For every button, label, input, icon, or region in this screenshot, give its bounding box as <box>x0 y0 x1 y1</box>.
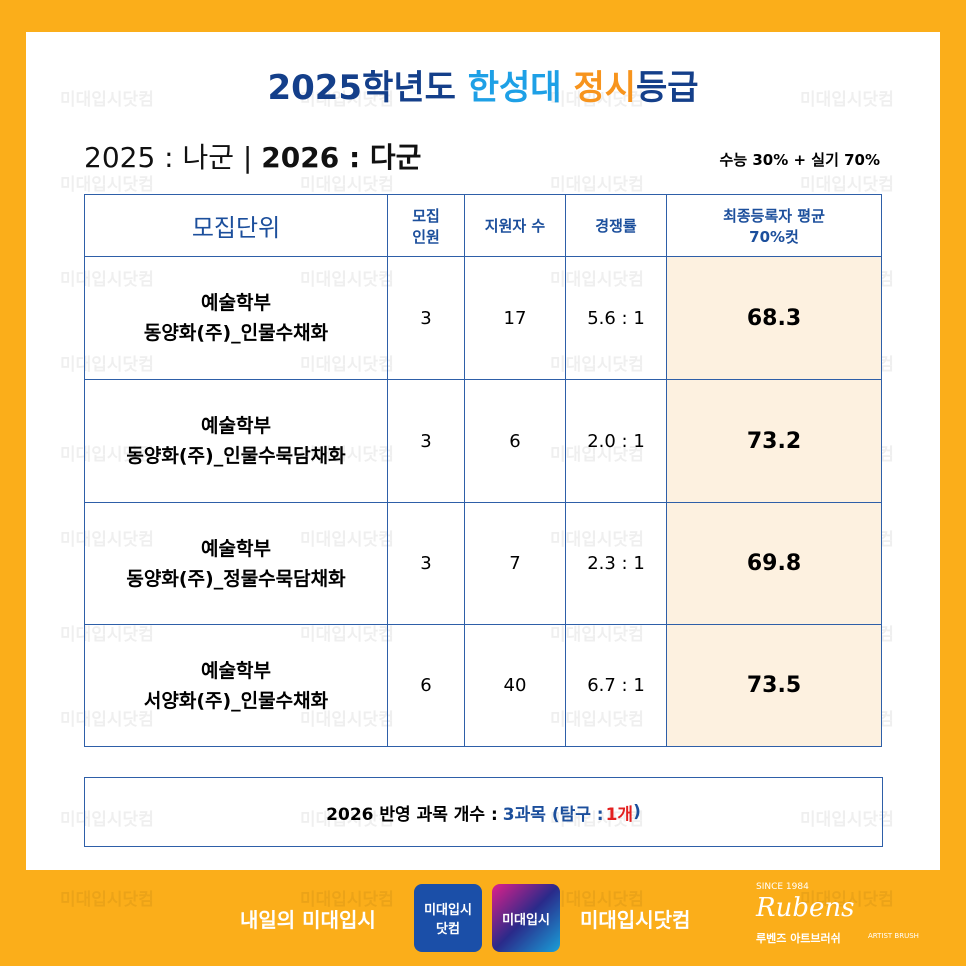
note: 수능 30% + 실기 70% <box>719 151 880 169</box>
brand-en: ARTIST BRUSH <box>868 932 919 940</box>
watermark: 미대입시닷컴 <box>800 890 894 910</box>
watermark: 미대입시닷컴 <box>60 710 154 730</box>
cell-line: 예술학부 <box>201 415 271 437</box>
table-cell: 3 <box>387 502 465 625</box>
watermark: 미대입시닷컴 <box>550 710 644 730</box>
table-cell: 40 <box>464 624 566 747</box>
title: 2025학년도 한성대 정시등급 <box>0 60 966 109</box>
table-cell: 2.0 : 1 <box>565 379 667 503</box>
table-cell: 3 <box>387 256 465 380</box>
watermark: 미대입시닷컴 <box>300 890 394 910</box>
slogan: 내일의 미대입시 <box>240 908 376 932</box>
cell-line: 예술학부 <box>201 537 271 560</box>
logo2: 미대입시 <box>492 884 560 952</box>
table-cell: 2.3 : 1 <box>565 502 667 625</box>
brand-kr: 루벤즈 아트브러쉬 <box>756 932 841 945</box>
watermark: 미대입시닷컴 <box>60 445 154 465</box>
footer-text: ) <box>633 802 641 822</box>
watermark: 미대입시닷컴 <box>300 810 394 830</box>
brand: Rubens <box>756 893 855 923</box>
watermark: 미대입시닷컴 <box>60 890 154 910</box>
cell-line: 모집 <box>412 206 440 225</box>
watermark: 미대입시닷컴 <box>60 270 154 290</box>
footer-box: 2026 반영 과목 개수 : 3과목 (탐구 : 1개) <box>84 777 883 847</box>
watermark: 미대입시닷컴 <box>60 625 154 645</box>
cell-line: 예술학부 <box>201 659 271 682</box>
title-part: 한성대 <box>467 68 562 108</box>
cell-line: 최종등록자 평균 <box>723 206 825 225</box>
watermark: 미대입시닷컴 <box>60 810 154 830</box>
cell-line: 동양화(주)_인물수채화 <box>143 322 329 344</box>
watermark: 미대입시닷컴 <box>550 810 644 830</box>
watermark: 미대입시닷컴 <box>550 890 644 910</box>
table-cell: 6 <box>464 379 566 503</box>
table-cell: 73.5 <box>666 624 882 747</box>
footer-text: 2026 반영 과목 개수 : <box>326 804 498 825</box>
watermark: 미대입시닷컴 <box>550 530 644 550</box>
watermark: 미대입시닷컴 <box>800 810 894 830</box>
header-cell: 모집단위 <box>84 194 388 257</box>
table-cell: 3 <box>387 379 465 503</box>
table-cell: 5.6 : 1 <box>565 256 667 380</box>
watermark: 미대입시닷컴 <box>550 90 644 110</box>
watermark: 미대입시닷컴 <box>60 355 154 375</box>
watermark: 미대입시닷컴 <box>300 530 394 550</box>
table-cell: 6.7 : 1 <box>565 624 667 747</box>
cell-line: 동양화(주)_인물수묵담채화 <box>126 445 346 467</box>
cell-line: 70%컷 <box>749 227 799 246</box>
footer-text: 3과목 (탐구 : <box>502 804 604 825</box>
watermark: 미대입시닷컴 <box>550 625 644 645</box>
title-part: 2025학년도 <box>267 68 456 108</box>
watermark: 미대입시닷컴 <box>800 175 894 195</box>
cell-line: 예술학부 <box>201 292 271 314</box>
subtitle-bold: 2026 : 다군 <box>261 141 422 174</box>
header-cell: 최종등록자 평균 70%컷 <box>666 194 882 257</box>
watermark: 미대입시닷컴 <box>300 90 394 110</box>
since: SINCE 1984 <box>756 882 809 892</box>
cell-line: 지원자 수 <box>484 217 546 235</box>
watermark: 미대입시닷컴 <box>60 175 154 195</box>
site: 미대입시닷컴 <box>580 908 691 932</box>
watermark: 미대입시닷컴 <box>550 355 644 375</box>
table-cell: 73.2 <box>666 379 882 503</box>
watermark: 미대입시닷컴 <box>300 270 394 290</box>
table-cell: 7 <box>464 502 566 625</box>
table-cell: 6 <box>387 624 465 747</box>
watermark: 미대입시닷컴 <box>60 530 154 550</box>
watermark: 미대입시닷컴 <box>550 445 644 465</box>
footer-text: 1개 <box>605 804 634 825</box>
watermark: 미대입시닷컴 <box>300 625 394 645</box>
cell-line: 모집단위 <box>191 214 281 242</box>
table-cell: 68.3 <box>666 256 882 380</box>
watermark: 미대입시닷컴 <box>300 710 394 730</box>
watermark: 미대입시닷컴 <box>550 270 644 290</box>
logo-text: 미대입시 <box>424 903 472 918</box>
table-cell: 17 <box>464 256 566 380</box>
watermark: 미대입시닷컴 <box>300 445 394 465</box>
watermark: 미대입시닷컴 <box>60 90 154 110</box>
watermark: 미대입시닷컴 <box>300 175 394 195</box>
table-cell: 69.8 <box>666 502 882 625</box>
logo-text: 닷컴 <box>436 922 460 937</box>
subtitle: 2025 : 나군 | 2026 : 다군 <box>84 136 421 176</box>
header-cell: 경쟁률 <box>565 194 667 257</box>
cell-line: 경쟁률 <box>595 217 637 235</box>
watermark: 미대입시닷컴 <box>300 355 394 375</box>
cell-line: 서양화(주)_인물수채화 <box>143 689 329 712</box>
cell-line: 인원 <box>412 227 440 246</box>
title-part: 등급 <box>636 68 699 108</box>
watermark: 미대입시닷컴 <box>550 175 644 195</box>
header-cell: 지원자 수 <box>464 194 566 257</box>
cell-line: 동양화(주)_정물수묵담채화 <box>126 567 346 590</box>
title-part: 정시 <box>573 68 636 108</box>
watermark: 미대입시닷컴 <box>800 90 894 110</box>
subtitle-normal: 2025 : 나군 | <box>84 141 253 174</box>
